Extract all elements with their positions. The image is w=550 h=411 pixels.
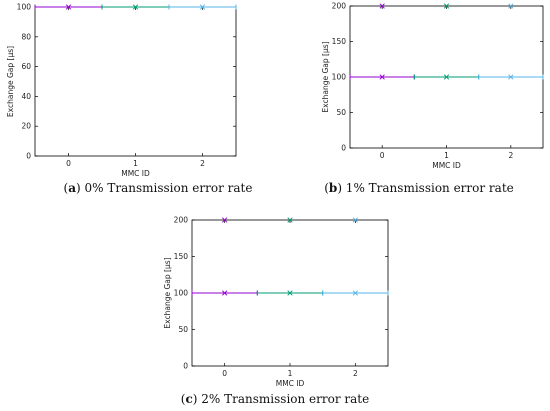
- y-axis-label: Exchange Gap [μs]: [321, 41, 330, 112]
- x-tick-label: 1: [288, 369, 293, 378]
- x-tick-label: 0: [222, 369, 227, 378]
- y-tick-label: 60: [21, 62, 31, 71]
- data-point: [379, 3, 385, 9]
- y-tick-label: 80: [21, 32, 31, 41]
- panel-caption: (a) 0% Transmission error rate: [64, 181, 253, 195]
- x-tick-label: 2: [353, 369, 358, 378]
- caption-panel-label: a: [68, 181, 76, 195]
- panel-caption: (b) 1% Transmission error rate: [324, 181, 514, 195]
- caption-text: ) 0% Transmission error rate: [76, 181, 252, 195]
- caption-paren: (: [64, 181, 69, 195]
- y-tick-label: 0: [183, 362, 188, 371]
- chart-panel-a: 0 20 40 60 80 100 0 1 2 MMC ID Exchange Gap [μs] (a…: [6, 3, 252, 196]
- data-point: [199, 4, 206, 10]
- plot-frame: [34, 6, 237, 157]
- x-tick-label: 2: [200, 159, 205, 168]
- data-point: [443, 3, 450, 9]
- data-point: [379, 74, 385, 80]
- caption-text: ) 1% Transmission error rate: [337, 181, 513, 195]
- y-tick-label: 150: [332, 37, 347, 46]
- caption-paren: (: [324, 181, 329, 195]
- y-axis-label: Exchange Gap [μs]: [163, 257, 172, 328]
- data-point: [287, 290, 293, 296]
- data-point: [287, 217, 293, 223]
- y-axis-label: Exchange Gap [μs]: [6, 46, 15, 117]
- x-tick-label: 2: [508, 151, 513, 160]
- y-tick-label: 40: [21, 92, 31, 101]
- x-axis-label: MMC ID: [432, 161, 461, 170]
- data-point: [443, 74, 450, 80]
- x-tick-label: 0: [66, 159, 71, 168]
- y-tick-label: 200: [174, 216, 189, 225]
- y-tick-label: 150: [174, 252, 189, 261]
- data-point: [222, 290, 228, 296]
- y-tick-label: 0: [26, 152, 31, 161]
- y-tick-label: 50: [178, 325, 188, 334]
- chart-panel-b: 0 50 100 150 200 0 1 2 MMC ID Exchange Gap [μs] (b…: [321, 2, 544, 195]
- y-tick-label: 100: [174, 289, 189, 298]
- data-point: [352, 290, 358, 296]
- data-point: [508, 3, 514, 9]
- caption-text: ) 2% Transmission error rate: [193, 392, 369, 406]
- caption-paren: (: [181, 392, 186, 406]
- x-tick-label: 0: [380, 151, 385, 160]
- y-tick-label: 20: [21, 122, 31, 131]
- y-tick-label: 0: [341, 144, 346, 153]
- chart-panel-c: 0 50 100 150 200 0 1 2 MMC ID Exchange Gap [μs] (c…: [163, 216, 389, 406]
- data-point: [508, 74, 514, 80]
- caption-panel-label: b: [329, 181, 337, 195]
- data-point: [132, 4, 139, 10]
- data-point: [65, 4, 72, 10]
- x-axis-label: MMC ID: [276, 379, 305, 388]
- x-tick-label: 1: [444, 151, 449, 160]
- x-axis-label: MMC ID: [121, 169, 150, 178]
- data-point: [352, 217, 358, 223]
- data-point: [222, 217, 228, 223]
- panel-caption: (c) 2% Transmission error rate: [181, 392, 369, 406]
- x-tick-label: 1: [133, 159, 138, 168]
- y-tick-label: 100: [332, 73, 347, 82]
- y-tick-label: 50: [336, 108, 346, 117]
- y-tick-label: 200: [332, 2, 347, 11]
- y-tick-label: 100: [17, 3, 32, 12]
- caption-panel-label: c: [185, 392, 192, 406]
